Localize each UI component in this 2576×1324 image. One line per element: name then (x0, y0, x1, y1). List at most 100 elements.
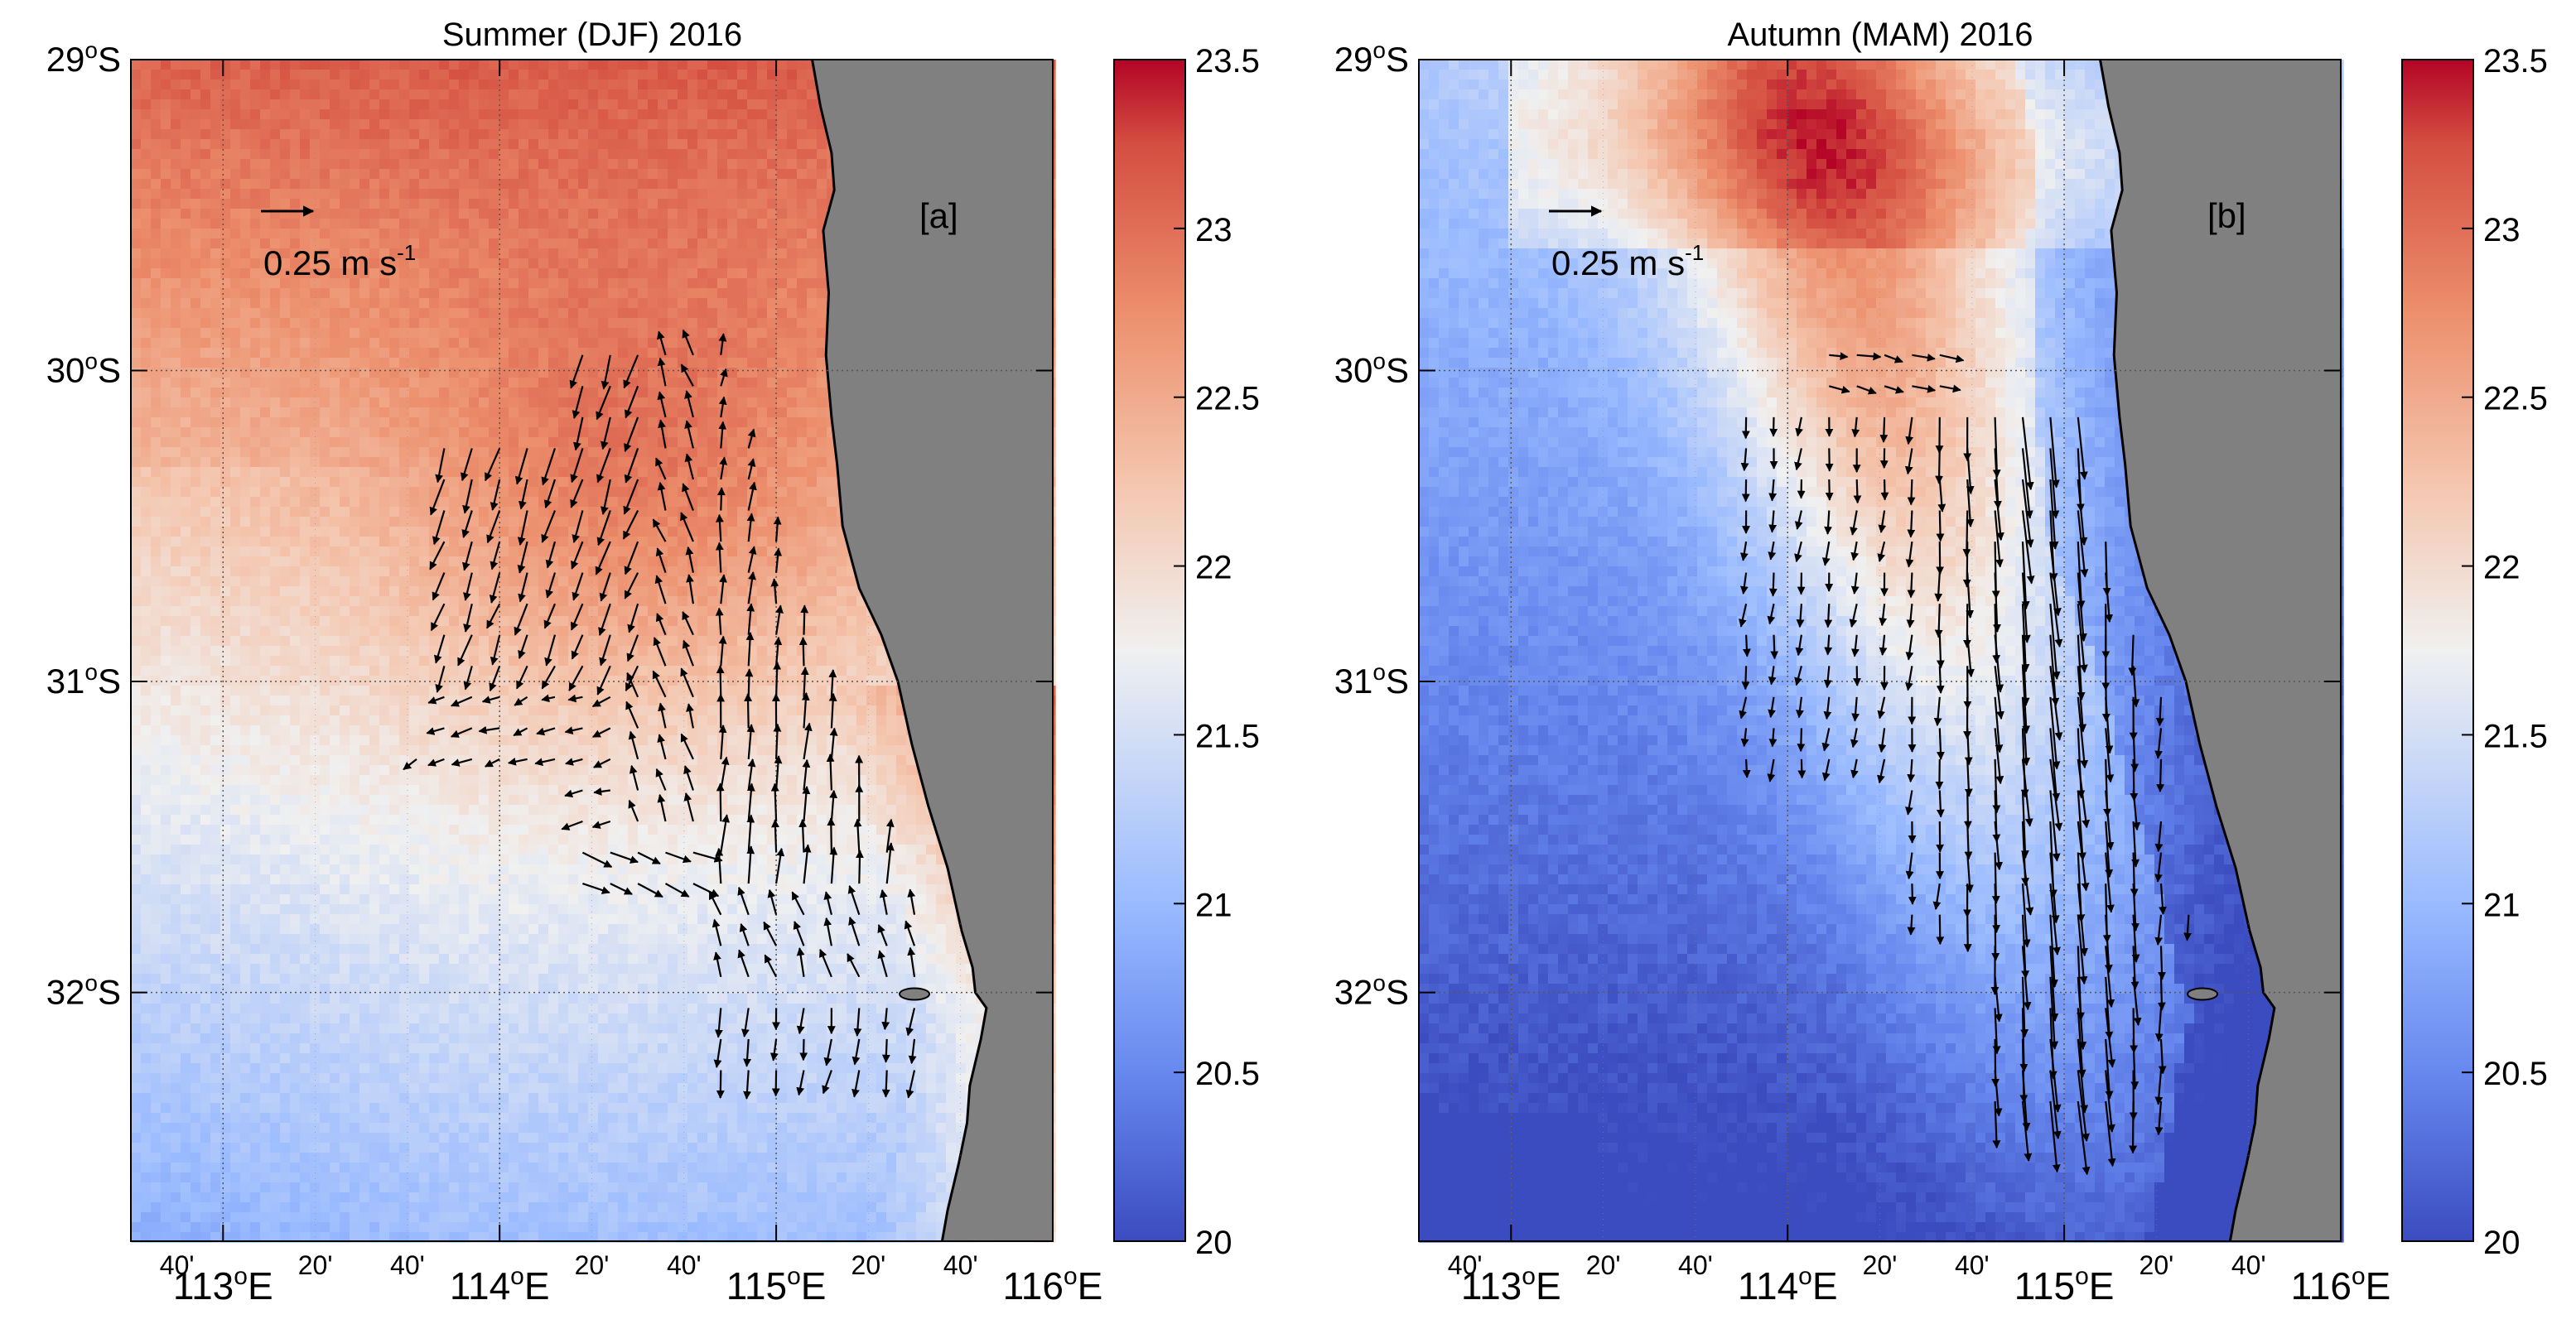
sst-cell (230, 318, 241, 329)
sst-cell (181, 238, 191, 249)
sst-cell (171, 149, 181, 160)
sst-cell (509, 169, 519, 180)
sst-cell (548, 338, 559, 349)
sst-cell (528, 288, 539, 299)
sst-cell (509, 328, 519, 339)
sst-cell (449, 298, 460, 309)
sst-cell (141, 219, 152, 229)
sst-cell (628, 60, 639, 70)
sst-cell (161, 199, 171, 209)
sst-cell (141, 229, 152, 239)
sst-cell (369, 199, 380, 209)
sst-cell (330, 308, 340, 319)
sst-cell (618, 199, 629, 209)
sst-cell (807, 288, 818, 299)
sst-cell (200, 219, 211, 229)
sst-cell (469, 189, 480, 200)
sst-cell (181, 189, 191, 200)
sst-cell (449, 60, 460, 70)
sst-cell (528, 308, 539, 319)
sst-cell (668, 308, 678, 319)
sst-cell (648, 328, 658, 339)
sst-cell (389, 169, 400, 180)
sst-cell (191, 199, 201, 209)
sst-cell (419, 70, 430, 80)
sst-cell (687, 248, 698, 259)
sst-cell (727, 328, 738, 339)
sst-cell (628, 328, 639, 339)
sst-cell (399, 79, 410, 90)
sst-cell (479, 318, 490, 329)
sst-cell (151, 179, 162, 190)
sst-cell (240, 169, 251, 180)
sst-cell (409, 149, 420, 160)
sst-cell (181, 169, 191, 180)
sst-cell (578, 99, 589, 110)
sst-cell (687, 119, 698, 130)
sst-cell (747, 60, 758, 70)
sst-cell (369, 189, 380, 200)
sst-cell (379, 109, 390, 120)
sst-cell (141, 318, 152, 329)
sst-cell (509, 139, 519, 150)
sst-cell (280, 199, 291, 209)
sst-cell (191, 119, 201, 130)
sst-cell (419, 169, 430, 180)
sst-cell (528, 318, 539, 329)
sst-cell (340, 60, 350, 70)
sst-cell (797, 99, 808, 110)
sst-cell (429, 149, 440, 160)
sst-cell (300, 60, 311, 70)
sst-cell (439, 298, 450, 309)
sst-cell (509, 149, 519, 160)
sst-cell (280, 89, 291, 100)
sst-cell (270, 149, 281, 160)
sst-cell (389, 298, 400, 309)
sst-cell (399, 318, 410, 329)
sst-cell (389, 89, 400, 100)
sst-cell (300, 189, 311, 200)
sst-cell (320, 99, 330, 110)
sst-cell (151, 169, 162, 180)
sst-cell (509, 79, 519, 90)
sst-cell (697, 258, 708, 269)
sst-cell (777, 139, 788, 150)
sst-cell (230, 238, 241, 249)
sst-cell (419, 159, 430, 170)
sst-cell (588, 328, 599, 339)
sst-cell (161, 189, 171, 200)
sst-cell (489, 258, 499, 269)
sst-cell (697, 189, 708, 200)
sst-cell (638, 119, 649, 130)
sst-cell (777, 89, 788, 100)
sst-cell (340, 139, 350, 150)
sst-cell (330, 89, 340, 100)
sst-cell (151, 298, 162, 309)
sst-cell (449, 219, 460, 229)
sst-cell (359, 298, 370, 309)
sst-cell (270, 79, 281, 90)
sst-cell (558, 169, 569, 180)
sst-cell (638, 60, 649, 70)
sst-cell (797, 298, 808, 309)
sst-cell (260, 219, 271, 229)
sst-cell (707, 99, 718, 110)
sst-cell (250, 219, 261, 229)
sst-cell (528, 248, 539, 259)
sst-cell (558, 298, 569, 309)
sst-cell (449, 109, 460, 120)
sst-cell (200, 268, 211, 279)
sst-cell (787, 139, 798, 150)
sst-cell (538, 189, 549, 200)
sst-cell (240, 149, 251, 160)
sst-cell (588, 248, 599, 259)
sst-cell (419, 199, 430, 209)
sst-cell (359, 60, 370, 70)
sst-cell (171, 298, 181, 309)
sst-cell (558, 308, 569, 319)
sst-cell (260, 159, 271, 170)
sst-cell (519, 109, 529, 120)
sst-cell (250, 328, 261, 339)
sst-cell (707, 89, 718, 100)
sst-cell (379, 149, 390, 160)
